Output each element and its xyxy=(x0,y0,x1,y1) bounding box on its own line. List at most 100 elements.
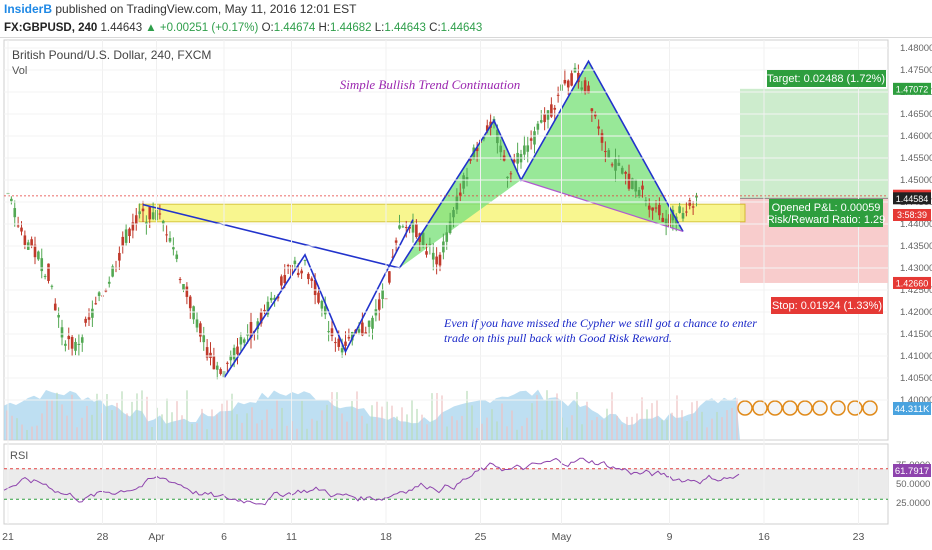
volume-bar xyxy=(331,392,333,440)
y-tick-label: 1.41000 xyxy=(900,351,932,362)
candle-body xyxy=(465,177,469,180)
close-label: C: xyxy=(429,22,441,34)
volume-bar xyxy=(86,405,88,440)
candle-body xyxy=(20,227,23,232)
candle-body xyxy=(661,217,665,222)
candle-body xyxy=(330,328,334,337)
volume-bar xyxy=(616,415,618,440)
volume-bar xyxy=(126,413,128,440)
candle-body xyxy=(327,331,330,333)
x-tick-21: 21 xyxy=(2,531,14,543)
candle-body xyxy=(425,251,428,255)
candle-body xyxy=(550,104,553,117)
volume-bar xyxy=(206,429,208,440)
volume-bar xyxy=(151,426,153,440)
volume-bar xyxy=(146,396,148,440)
candle-body xyxy=(296,272,300,276)
volume-bar xyxy=(691,402,693,440)
candle-body xyxy=(641,185,644,190)
volume-bar xyxy=(231,393,233,440)
candle-body xyxy=(145,222,148,224)
pnl-box xyxy=(769,199,883,227)
candle-body xyxy=(158,213,162,215)
volume-bar xyxy=(186,390,188,440)
note-line-1[interactable]: Even if you have missed the Cypher we st… xyxy=(443,316,757,330)
volume-bar xyxy=(606,408,608,440)
candle-body xyxy=(401,226,405,228)
candle-body xyxy=(310,278,314,281)
volume-bar xyxy=(416,408,418,440)
volume-bar xyxy=(726,410,728,440)
volume-tag: 44.311K xyxy=(895,404,930,415)
candle-body xyxy=(70,336,74,349)
candle-body xyxy=(182,283,185,290)
volume-bar xyxy=(656,400,658,440)
volume-bar xyxy=(171,412,173,440)
candle-body xyxy=(644,200,648,202)
candle-body xyxy=(438,254,442,266)
candle-body xyxy=(391,256,395,258)
candle-body xyxy=(47,263,50,281)
y-tick-label: 1.40500 xyxy=(900,373,932,384)
volume-bar xyxy=(136,393,138,440)
candle-body xyxy=(185,286,189,297)
candle-body xyxy=(678,206,681,213)
volume-bar xyxy=(356,391,358,440)
candle-body xyxy=(539,120,543,123)
title-annotation[interactable]: Simple Bullish Trend Continuation xyxy=(340,77,520,92)
candle-body xyxy=(323,306,327,315)
candle-body xyxy=(681,213,685,219)
price-tag-box xyxy=(893,192,931,205)
candle-body xyxy=(209,352,212,358)
volume-bar xyxy=(131,401,133,440)
volume-bar xyxy=(21,424,23,440)
note-line-2[interactable]: trade on this pull back with Good Risk R… xyxy=(444,331,672,345)
candle-body xyxy=(131,222,135,231)
candle-body xyxy=(590,108,594,112)
volume-bar xyxy=(666,419,668,440)
high-label: H: xyxy=(318,22,330,34)
volume-bar xyxy=(596,416,598,440)
volume-bar xyxy=(271,428,273,440)
author-name[interactable]: InsiderB xyxy=(4,2,53,16)
volume-bar xyxy=(281,407,283,440)
symbol-label[interactable]: FX:GBPUSD, 240 xyxy=(4,22,98,34)
candle-body xyxy=(107,281,111,284)
volume-bar xyxy=(436,393,438,440)
volume-bar xyxy=(386,401,388,440)
volume-bar xyxy=(351,401,353,440)
candle-body xyxy=(87,317,91,320)
candle-body xyxy=(624,171,627,174)
open-label: O: xyxy=(261,22,274,34)
volume-bar xyxy=(161,414,163,440)
candle-body xyxy=(263,309,266,312)
event-flag-icon xyxy=(782,400,798,416)
low-label: L: xyxy=(374,22,385,34)
candle-body xyxy=(300,270,303,274)
x-tick-23: 23 xyxy=(853,531,865,543)
x-tick-apr: Apr xyxy=(148,531,165,543)
volume-bar xyxy=(116,402,118,440)
candle-body xyxy=(320,300,324,309)
candle-body xyxy=(469,158,472,161)
candle-body xyxy=(134,215,138,225)
price-chart[interactable]: 21 28 Apr 6 11 18 25 May 9 16 23 1.48000 1.47500 1.47… xyxy=(0,38,932,550)
volume-bar xyxy=(721,417,723,440)
y-tick-label: 1.42000 xyxy=(900,307,932,318)
candle-body xyxy=(273,297,276,300)
volume-bar xyxy=(536,395,538,440)
volume-bar xyxy=(321,410,323,440)
candle-body xyxy=(631,178,634,190)
volume-bar xyxy=(276,400,278,440)
candle-body xyxy=(212,356,216,370)
volume-bar xyxy=(121,391,123,440)
volume-tag-box xyxy=(893,402,931,415)
candle-body xyxy=(509,173,513,175)
volume-bar xyxy=(716,411,718,440)
volume-bar xyxy=(56,392,58,440)
volume-bar xyxy=(421,414,423,440)
candle-body xyxy=(242,339,246,343)
volume-bar xyxy=(531,403,533,440)
candle-body xyxy=(617,162,621,166)
